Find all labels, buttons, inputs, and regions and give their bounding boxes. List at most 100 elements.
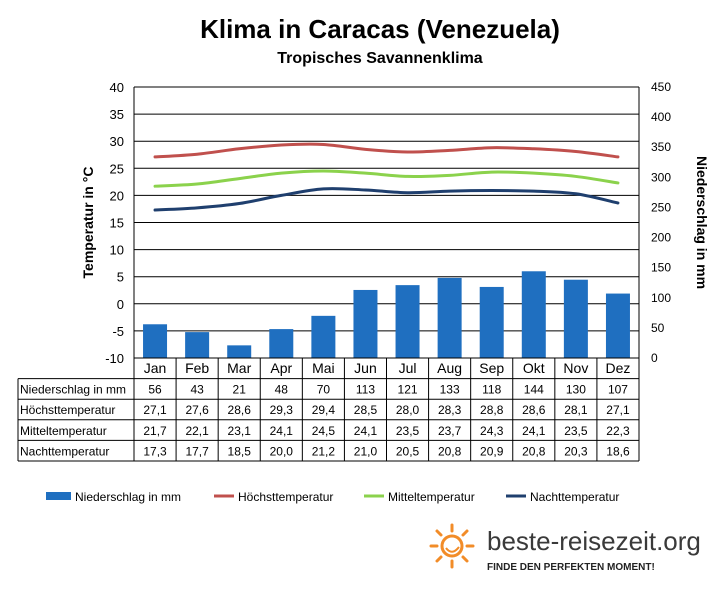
table-cell: 24,1 xyxy=(354,424,378,438)
table-cell: 118 xyxy=(482,383,501,397)
chart-title: Klima in Caracas (Venezuela) xyxy=(200,14,560,44)
data-table: Jan Feb Mar Apr Mai Jun Jul Aug Sep Okt Nov Dez Nied… xyxy=(17,357,640,462)
x-tick-label: Apr xyxy=(270,360,292,376)
legend-label: Niederschlag in mm xyxy=(75,490,181,504)
y-right-axis-title: Niederschlag in mm xyxy=(694,156,710,289)
y-right-tick-label: 250 xyxy=(651,200,671,214)
x-tick-label: Nov xyxy=(563,360,588,376)
precipitation-bar xyxy=(185,332,210,358)
y-right-tick-label: 300 xyxy=(651,170,671,184)
table-cell: 18,6 xyxy=(606,444,630,458)
x-tick-label: Jul xyxy=(399,360,417,376)
table-cell: 21,7 xyxy=(143,424,167,438)
table-cell: 20,5 xyxy=(396,444,420,458)
y-right-tick-label: 350 xyxy=(651,140,671,154)
table-cell: 17,3 xyxy=(143,444,167,458)
x-tick-label: Okt xyxy=(523,360,545,376)
table-cell: 113 xyxy=(356,383,375,397)
legend-label: Nachttemperatur xyxy=(530,490,619,504)
precipitation-bar xyxy=(521,271,546,358)
table-cell: 28,0 xyxy=(396,403,420,417)
table-cell: 21,0 xyxy=(354,444,378,458)
table-row-label: Niederschlag in mm xyxy=(20,383,126,397)
precipitation-bar xyxy=(353,289,378,358)
x-tick-label: Jan xyxy=(144,360,167,376)
table-cell: 24,1 xyxy=(522,424,546,438)
table-cell: 133 xyxy=(440,383,460,397)
table-cell: 20,9 xyxy=(480,444,504,458)
table-cell: 28,6 xyxy=(228,403,252,417)
table-cell: 23,7 xyxy=(438,424,462,438)
table-cell: 121 xyxy=(398,383,418,397)
table-cell: 28,6 xyxy=(522,403,546,417)
x-tick-label: Mai xyxy=(312,360,335,376)
y-left-tick-label: -5 xyxy=(112,324,124,339)
table-cell: 20,3 xyxy=(564,444,588,458)
table-cell: 24,5 xyxy=(312,424,336,438)
table-cell: 22,1 xyxy=(185,424,209,438)
chart-subtitle: Tropisches Savannenklima xyxy=(277,50,483,67)
table-cell: 18,5 xyxy=(228,444,252,458)
y-left-tick-label: 0 xyxy=(117,297,124,312)
x-tick-label: Mar xyxy=(227,360,251,376)
table-cell: 20,0 xyxy=(270,444,294,458)
table-row-label: Nachttemperatur xyxy=(20,444,109,458)
precipitation-bar xyxy=(479,286,504,358)
table-cell: 21,2 xyxy=(312,444,336,458)
table-cell: 27,1 xyxy=(606,403,630,417)
brand-tagline: FINDE DEN PERFEKTEN MOMENT! xyxy=(487,562,655,573)
table-cell: 23,5 xyxy=(396,424,420,438)
table-cell: 23,5 xyxy=(564,424,588,438)
precipitation-bar xyxy=(269,329,294,358)
table-cell: 21 xyxy=(233,383,247,397)
x-tick-label: Feb xyxy=(185,360,209,376)
x-tick-label: Sep xyxy=(479,360,504,376)
table-cell: 107 xyxy=(608,383,628,397)
y-right-tick-label: 450 xyxy=(651,80,671,94)
table-cell: 48 xyxy=(275,383,289,397)
gridlines xyxy=(134,86,639,359)
table-cell: 20,8 xyxy=(522,444,546,458)
precipitation-bar xyxy=(311,315,336,358)
y-left-tick-label: 5 xyxy=(117,270,124,285)
series-line xyxy=(153,142,620,159)
series-line xyxy=(153,187,620,212)
table-cell: 130 xyxy=(566,383,586,397)
table-cell: 24,3 xyxy=(480,424,504,438)
legend-swatch xyxy=(46,492,71,500)
y-right-tick-label: 400 xyxy=(651,110,671,124)
y-left-tick-label: 40 xyxy=(110,80,124,95)
precipitation-bar xyxy=(437,277,462,358)
table-cell: 20,8 xyxy=(438,444,462,458)
brand-site-name: beste-reisezeit.org xyxy=(487,526,701,556)
y-right-tick-label: 0 xyxy=(651,351,658,365)
table-cell: 29,3 xyxy=(270,403,294,417)
axes: -10-505101520253035400501001502002503003… xyxy=(80,80,710,366)
y-left-tick-label: 20 xyxy=(110,188,124,203)
brand-logo: beste-reisezeit.org FINDE DEN PERFEKTEN … xyxy=(429,523,701,573)
table-cell: 28,3 xyxy=(438,403,462,417)
legend-label: Höchsttemperatur xyxy=(238,490,333,504)
x-tick-label: Jun xyxy=(354,360,377,376)
table-row-label: Höchsttemperatur xyxy=(20,403,115,417)
table-cell: 43 xyxy=(190,383,204,397)
temperature-lines xyxy=(153,142,620,212)
x-tick-label: Aug xyxy=(437,360,462,376)
y-left-tick-label: 35 xyxy=(110,107,124,122)
x-tick-label: Dez xyxy=(606,360,631,376)
table-cell: 22,3 xyxy=(606,424,630,438)
precipitation-bar xyxy=(605,293,630,358)
y-right-tick-label: 150 xyxy=(651,261,671,275)
y-left-tick-label: -10 xyxy=(105,351,124,366)
table-cell: 144 xyxy=(524,383,544,397)
table-cell: 24,1 xyxy=(270,424,294,438)
table-row-label: Mitteltemperatur xyxy=(20,424,107,438)
y-right-tick-label: 50 xyxy=(651,321,665,335)
table-cell: 28,1 xyxy=(564,403,588,417)
table-cell: 28,8 xyxy=(480,403,504,417)
chart-legend: Niederschlag in mm Höchsttemperatur Mittel… xyxy=(46,490,619,504)
precipitation-bar xyxy=(143,324,168,358)
y-left-tick-label: 15 xyxy=(110,216,124,231)
y-left-axis-title: Temperatur in °C xyxy=(80,167,96,279)
